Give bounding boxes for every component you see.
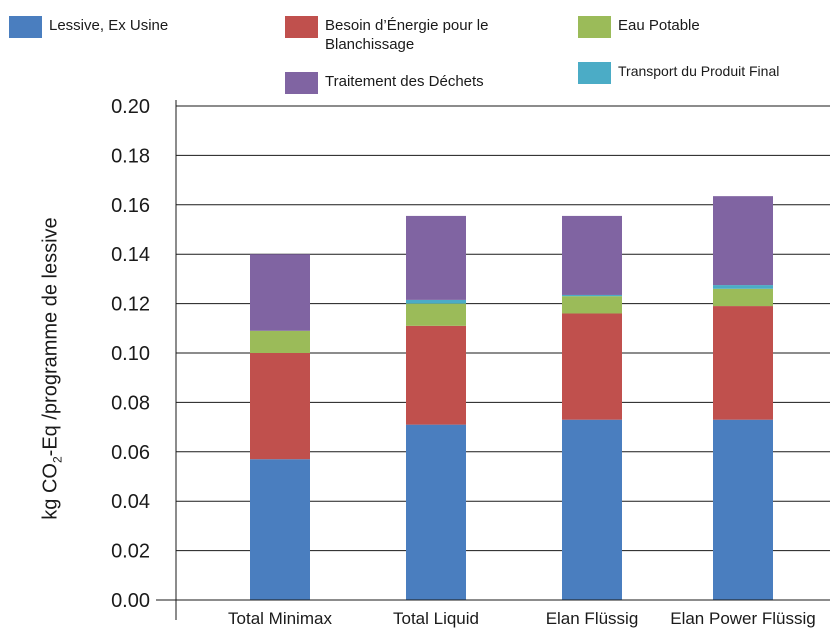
legend: Lessive, Ex Usine Besoin d’Énergie pour …	[0, 0, 839, 100]
bar-segment	[250, 330, 310, 353]
bar-segment	[406, 424, 466, 600]
bar-stacks	[250, 196, 773, 600]
bar-segment	[406, 325, 466, 425]
x-tick-label: Total Minimax	[228, 609, 332, 628]
bar-segment	[713, 306, 773, 420]
bar-segment	[562, 215, 622, 295]
legend-label: Traitement des Déchets	[325, 73, 484, 90]
bar-segment	[406, 303, 466, 326]
legend-item-energie: Besoin d’Énergie pour le Blanchissage	[285, 16, 555, 54]
bar-segment	[713, 285, 773, 289]
bar-segment	[250, 353, 310, 460]
y-tick-label: 0.08	[111, 392, 150, 414]
legend-label: Besoin d’Énergie pour le Blanchissage	[325, 17, 489, 53]
legend-label: Transport du Produit Final	[618, 63, 780, 79]
bar-segment	[250, 254, 310, 331]
y-tick-label: 0.02	[111, 541, 150, 563]
bar-segment	[406, 299, 466, 304]
legend-item-lessive: Lessive, Ex Usine	[9, 16, 239, 38]
y-axis-label: kg CO2-Eq /programme de lessive	[39, 217, 65, 520]
x-tick-label: Elan Power Flüssig	[670, 609, 816, 628]
x-tick-label: Elan Flüssig	[546, 609, 639, 628]
bar-segment	[562, 313, 622, 420]
y-tick-label: 0.14	[111, 244, 150, 266]
bar-segment	[713, 419, 773, 600]
legend-swatch	[578, 62, 611, 84]
bar-segment	[250, 459, 310, 600]
legend-swatch	[285, 16, 318, 38]
y-tick-label: 0.18	[111, 145, 150, 167]
legend-item-dechets: Traitement des Déchets	[285, 72, 565, 94]
bar-segment	[562, 294, 622, 297]
y-tick-label: 0.16	[111, 195, 150, 217]
x-tick-label: Total Liquid	[393, 609, 479, 628]
y-tick-label: 0.04	[111, 491, 150, 513]
legend-swatch	[578, 16, 611, 38]
x-tick-labels: Total Minimax Total Liquid Elan Flüssig Ela…	[228, 609, 816, 628]
legend-item-eau: Eau Potable	[578, 16, 808, 38]
legend-swatch	[9, 16, 42, 38]
legend-swatch	[285, 72, 318, 94]
bar-segment	[713, 288, 773, 307]
legend-label: Eau Potable	[618, 17, 700, 34]
y-tick-label: 0.06	[111, 442, 150, 464]
bar-segment	[562, 296, 622, 314]
legend-label: Lessive, Ex Usine	[49, 17, 169, 34]
y-tick-label: 0.20	[111, 96, 150, 118]
bar-segment	[713, 196, 773, 286]
y-tick-label: 0.10	[111, 343, 150, 365]
y-tick-labels: 0.00 0.02 0.04 0.06 0.08 0.10 0.12 0.14 0.16 0.18…	[111, 96, 150, 612]
bar-segment	[562, 419, 622, 600]
y-tick-label: 0.00	[111, 590, 150, 612]
y-tick-label: 0.12	[111, 294, 150, 316]
axes	[156, 100, 830, 620]
legend-item-transport: Transport du Produit Final	[578, 62, 839, 84]
bar-segment	[406, 215, 466, 300]
